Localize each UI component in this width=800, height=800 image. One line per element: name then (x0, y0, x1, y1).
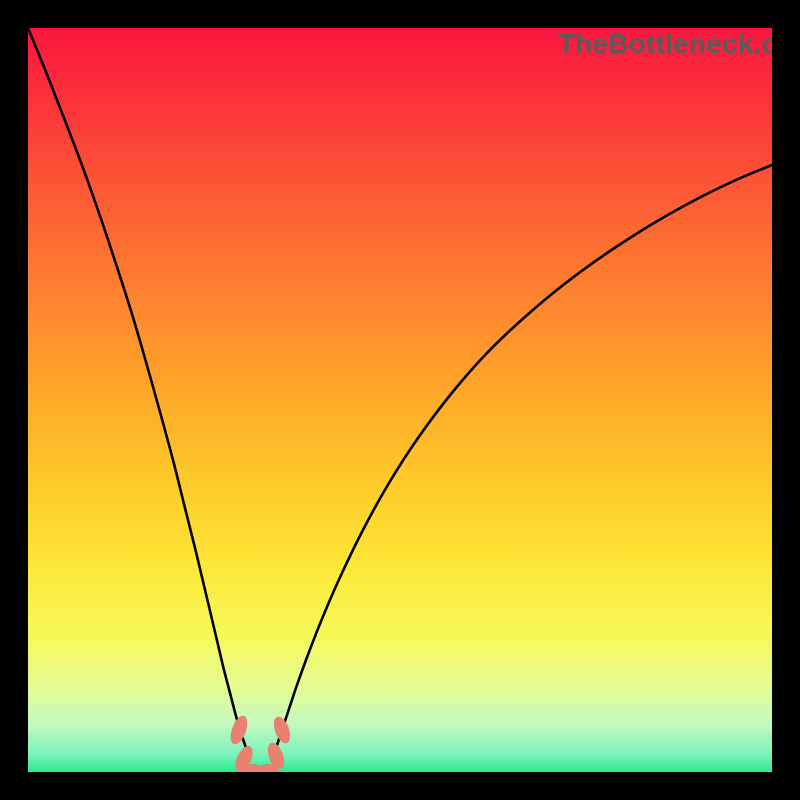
right-curve (272, 165, 772, 758)
plot-area: TheBottleneck.com (28, 28, 772, 772)
data-marker (271, 714, 294, 745)
left-curve (28, 28, 249, 758)
curves-layer (28, 28, 772, 772)
data-marker (227, 714, 250, 747)
chart-frame: TheBottleneck.com (0, 0, 800, 800)
watermark-text: TheBottleneck.com (558, 28, 772, 60)
data-marker-group (227, 714, 293, 772)
